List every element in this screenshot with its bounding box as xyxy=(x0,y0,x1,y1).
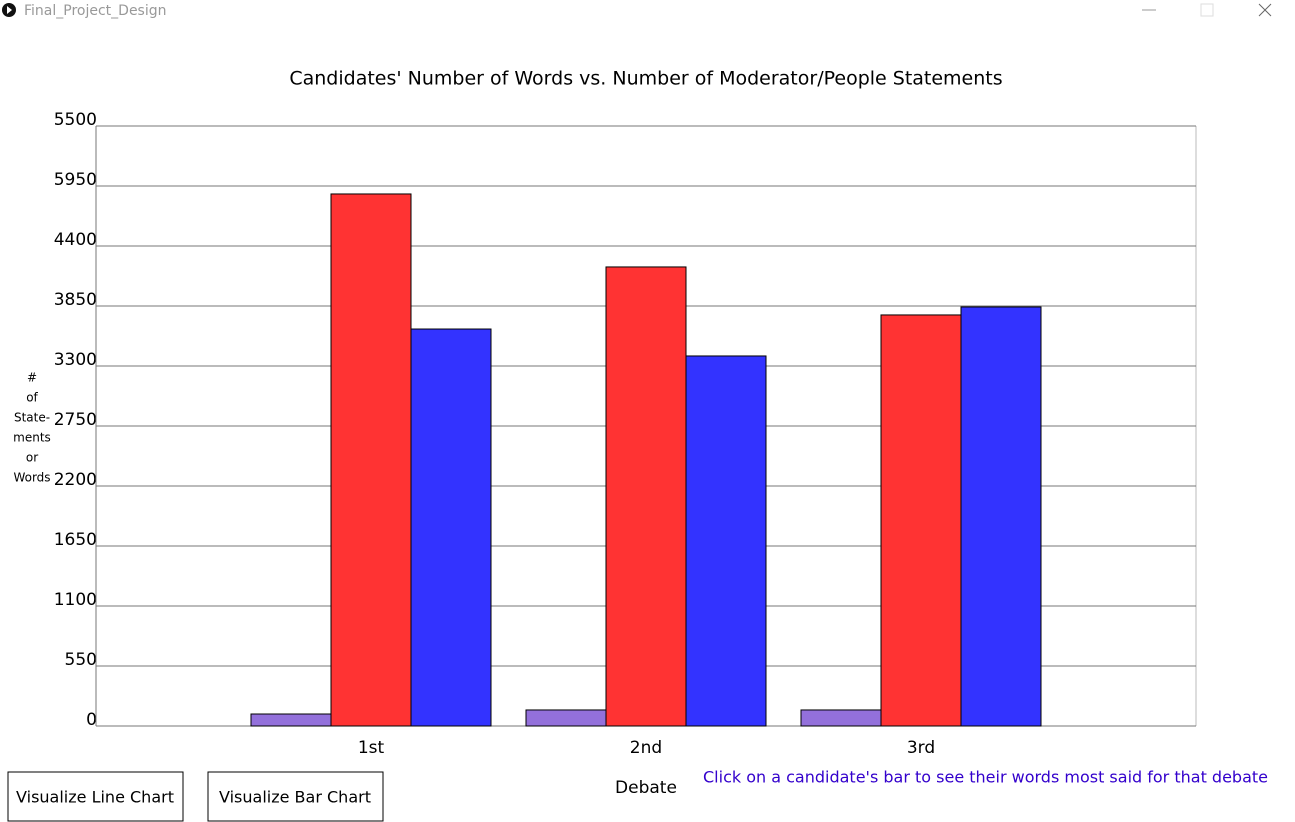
y-axis-label: ments xyxy=(13,431,51,445)
x-tick-label: 1st xyxy=(358,738,385,758)
y-tick-label: 3300 xyxy=(54,350,97,370)
y-tick-label: 0 xyxy=(86,710,97,730)
y-axis-label: Words xyxy=(13,471,50,485)
bar[interactable] xyxy=(605,266,687,727)
bar[interactable] xyxy=(880,314,962,727)
bar xyxy=(800,709,882,727)
y-tick-label: 1100 xyxy=(54,590,97,610)
line-chart-button-label[interactable]: Visualize Line Chart xyxy=(16,788,174,807)
bar[interactable] xyxy=(410,328,492,727)
y-tick-label: 2750 xyxy=(54,410,97,430)
bar[interactable] xyxy=(685,355,767,727)
x-tick-label: 3rd xyxy=(907,738,935,758)
y-axis-label: of xyxy=(26,391,38,405)
y-tick-label: 1650 xyxy=(54,530,97,550)
app-icon-play xyxy=(7,6,12,14)
y-tick-label: 4400 xyxy=(54,230,97,250)
x-tick-label: 2nd xyxy=(630,738,662,758)
bar-chart-button-label[interactable]: Visualize Bar Chart xyxy=(219,788,371,807)
y-tick-label: 3850 xyxy=(54,290,97,310)
bar[interactable] xyxy=(960,306,1042,727)
line-chart-button[interactable] xyxy=(7,771,184,822)
bar-chart-button[interactable] xyxy=(207,771,384,822)
y-tick-label: 5950 xyxy=(54,170,97,190)
x-axis-label: Debate xyxy=(615,778,677,798)
bar xyxy=(250,713,332,727)
y-tick-label: 2200 xyxy=(54,470,97,490)
maximize-button[interactable] xyxy=(1200,3,1214,17)
y-tick-label: 550 xyxy=(65,650,97,670)
y-axis-label: State- xyxy=(14,411,50,425)
bar[interactable] xyxy=(330,193,412,727)
window-title: Final_Project_Design xyxy=(24,3,167,19)
bar xyxy=(525,709,607,727)
close-button[interactable] xyxy=(1258,3,1272,17)
hint-text: Click on a candidate's bar to see their … xyxy=(703,768,1268,787)
y-axis-label: or xyxy=(26,451,38,465)
y-axis-label: # xyxy=(27,371,37,385)
y-tick-label: 5500 xyxy=(54,110,97,130)
chart-title: Candidates' Number of Words vs. Number o… xyxy=(289,68,1002,90)
